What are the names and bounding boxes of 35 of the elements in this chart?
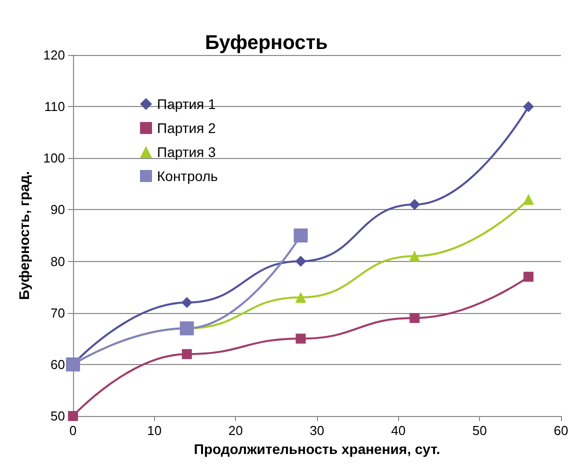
y-tick-label: 70 (50, 305, 65, 320)
point (409, 199, 420, 210)
point (410, 313, 420, 324)
point (296, 334, 306, 344)
x-tick-label: 50 (472, 423, 487, 438)
point (522, 194, 534, 205)
chart-title: Буферность (205, 32, 328, 54)
y-tick-label: 80 (50, 254, 65, 269)
point (522, 101, 534, 112)
y-tick-label: 90 (50, 202, 65, 218)
point (409, 250, 420, 262)
y-tick-label: 60 (50, 356, 65, 372)
y-axis-title: Буферность, град. (16, 171, 32, 300)
point (68, 411, 78, 421)
x-axis-title: Продолжительность хранения, сут. (194, 440, 440, 457)
y-tick-label: 100 (43, 150, 65, 166)
legend-label: Партия 1 (157, 96, 216, 112)
legend-label: Партия 3 (157, 144, 216, 160)
y-tick-label: 120 (43, 48, 65, 62)
point (295, 256, 306, 267)
y-tick-label: 110 (44, 99, 65, 114)
x-tick-label: 30 (310, 423, 324, 438)
x-tick-label: 20 (228, 423, 243, 438)
point (523, 272, 534, 282)
legend-label: Партия 2 (157, 120, 216, 136)
y-tick-label: 50 (50, 408, 65, 424)
x-tick-label: 40 (391, 423, 406, 438)
legend-label: Контроль (157, 168, 218, 184)
x-tick-label: 60 (554, 423, 568, 438)
point (295, 292, 306, 303)
x-tick-label: 0 (69, 423, 77, 438)
point (181, 297, 192, 308)
point (294, 228, 308, 242)
point (182, 349, 192, 360)
x-tick-label: 10 (147, 423, 162, 438)
